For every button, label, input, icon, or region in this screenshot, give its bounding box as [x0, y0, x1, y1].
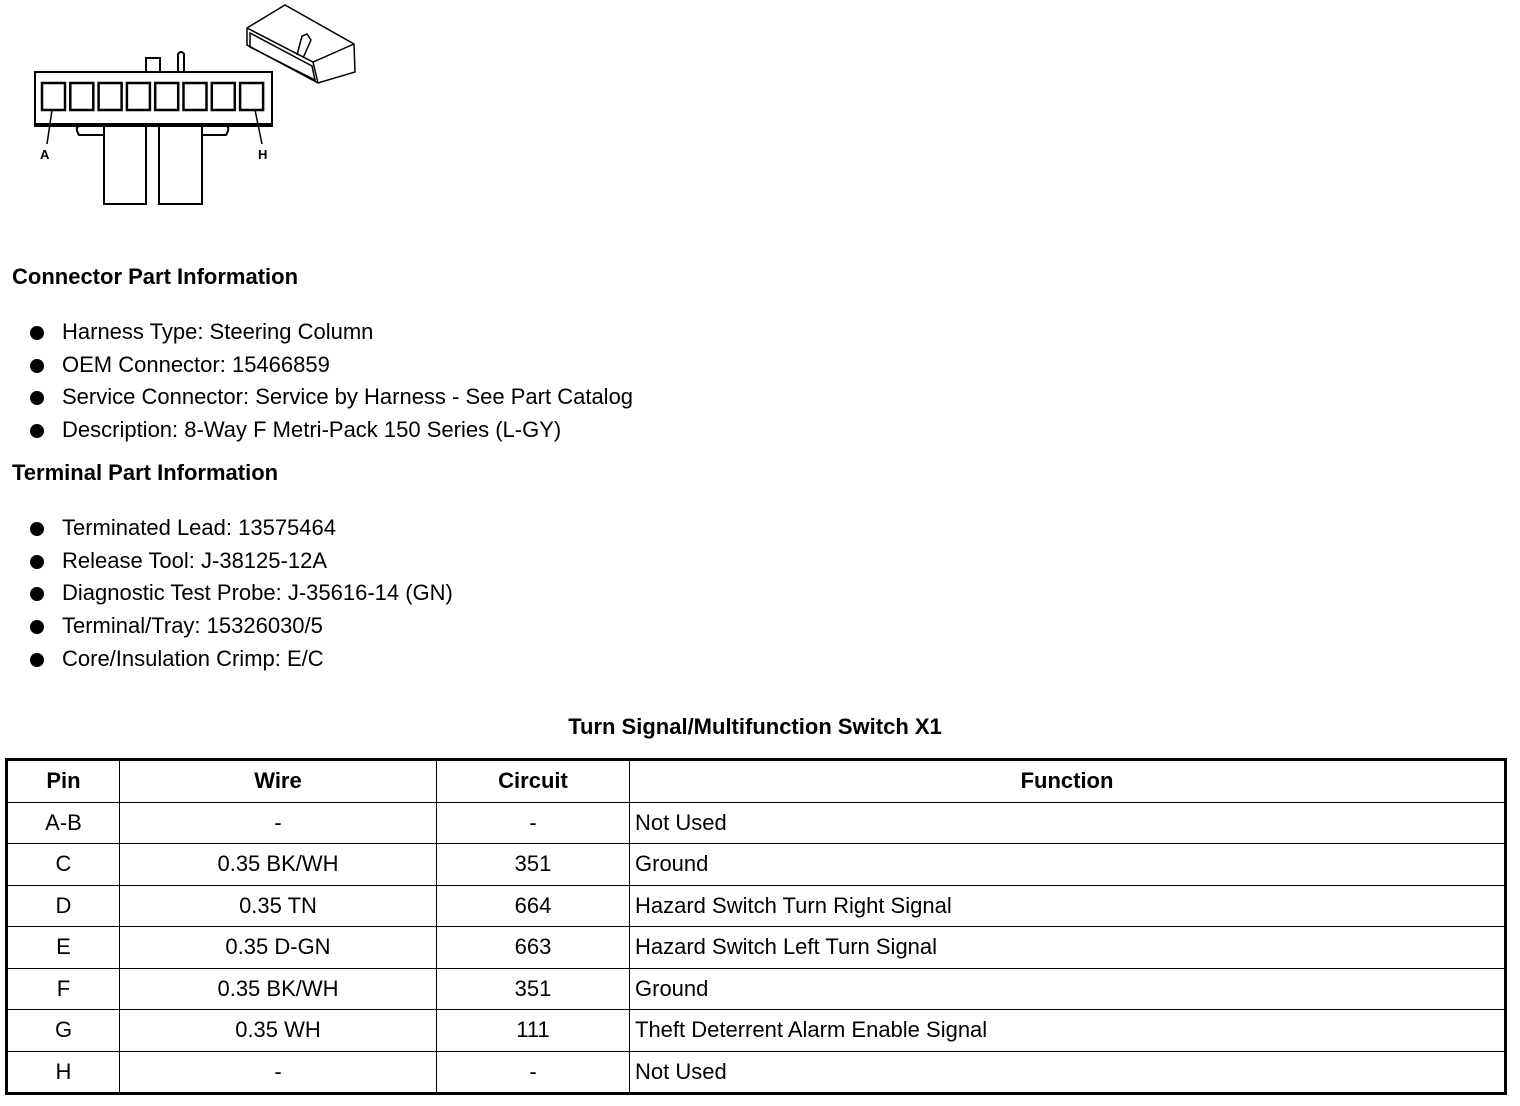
cell-function: Not Used: [629, 1050, 1506, 1094]
pin-label-a: A: [40, 147, 50, 162]
list-item: Harness Type: Steering Column: [28, 316, 633, 349]
pin-cavity: [153, 81, 180, 112]
connector-3d-view: [246, 4, 356, 84]
cell-wire: 0.35 WH: [119, 1009, 437, 1052]
cell-pin: C: [6, 843, 120, 886]
table-title: Turn Signal/Multifunction Switch X1: [568, 714, 942, 739]
terminal-part-heading: Terminal Part Information: [12, 460, 279, 485]
cell-wire: 0.35 D-GN: [119, 926, 437, 969]
cell-wire: 0.35 BK/WH: [119, 843, 437, 886]
pin-cavity: [97, 81, 123, 112]
cell-pin: E: [6, 926, 120, 969]
cell-circuit: 351: [436, 967, 630, 1010]
list-item: Release Tool: J-38125-12A: [28, 545, 453, 578]
table-row: E 0.35 D-GN 663 Hazard Switch Left Turn Sig…: [6, 926, 1506, 969]
list-item: Diagnostic Test Probe: J-35616-14 (GN): [28, 577, 453, 610]
pinout-table: Pin Wire Circuit Function A-B - - Not Used C…: [5, 758, 1507, 1095]
table-header-row: Pin Wire Circuit Function: [6, 759, 1506, 803]
cell-function: Not Used: [629, 801, 1506, 844]
cell-circuit: 111: [436, 1009, 630, 1052]
pin-cavity: [238, 81, 265, 112]
list-item: Description: 8-Way F Metri-Pack 150 Seri…: [28, 414, 633, 447]
table-row: D 0.35 TN 664 Hazard Switch Turn Right Sign…: [6, 884, 1506, 927]
cell-wire: -: [119, 801, 437, 844]
cell-circuit: 664: [436, 884, 630, 927]
table-row: A-B - - Not Used: [6, 801, 1506, 844]
table-row: H - - Not Used: [6, 1050, 1506, 1094]
header-wire: Wire: [119, 759, 437, 803]
pin-cavity: [69, 81, 95, 112]
cell-function: Ground: [629, 843, 1506, 886]
pin-cavity: [40, 81, 67, 112]
cell-circuit: 351: [436, 843, 630, 886]
cell-function: Ground: [629, 967, 1506, 1010]
cell-wire: -: [119, 1050, 437, 1094]
pin-cavity: [210, 81, 237, 112]
cell-pin: F: [6, 967, 120, 1010]
cell-function: Hazard Switch Turn Right Signal: [629, 884, 1506, 927]
connector-part-list: Harness Type: Steering Column OEM Connec…: [28, 316, 633, 447]
pin-cavity: [182, 81, 208, 112]
cell-pin: D: [6, 884, 120, 927]
cell-circuit: 663: [436, 926, 630, 969]
cell-pin: G: [6, 1009, 120, 1052]
list-item: Terminal/Tray: 15326030/5: [28, 610, 453, 643]
header-pin: Pin: [6, 759, 120, 803]
cell-pin: A-B: [6, 801, 120, 844]
table-row: F 0.35 BK/WH 351 Ground: [6, 967, 1506, 1010]
cell-wire: 0.35 BK/WH: [119, 967, 437, 1010]
list-item: OEM Connector: 15466859: [28, 349, 633, 382]
cell-wire: 0.35 TN: [119, 884, 437, 927]
list-item: Core/Insulation Crimp: E/C: [28, 643, 453, 676]
pin-cavity: [125, 81, 152, 112]
header-circuit: Circuit: [436, 759, 630, 803]
table-row: G 0.35 WH 111 Theft Deterrent Alarm Enable …: [6, 1009, 1506, 1052]
header-function: Function: [629, 759, 1506, 803]
terminal-part-list: Terminated Lead: 13575464 Release Tool: …: [28, 512, 453, 675]
cell-function: Theft Deterrent Alarm Enable Signal: [629, 1009, 1506, 1052]
list-item: Terminated Lead: 13575464: [28, 512, 453, 545]
connector-part-heading: Connector Part Information: [12, 264, 299, 289]
cell-circuit: -: [436, 1050, 630, 1094]
table-row: C 0.35 BK/WH 351 Ground: [6, 843, 1506, 886]
cell-pin: H: [6, 1050, 120, 1094]
cell-function: Hazard Switch Left Turn Signal: [629, 926, 1506, 969]
connector-diagram: A H: [34, 4, 356, 205]
pin-label-h: H: [258, 147, 267, 162]
cell-circuit: -: [436, 801, 630, 844]
list-item: Service Connector: Service by Harness - …: [28, 381, 633, 414]
